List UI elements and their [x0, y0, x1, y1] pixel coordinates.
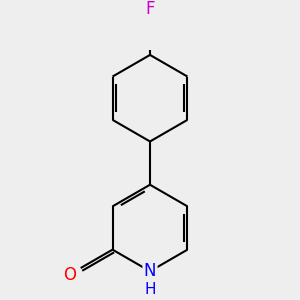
Text: F: F — [145, 0, 155, 18]
Text: O: O — [63, 266, 76, 284]
Text: H: H — [144, 282, 156, 297]
Text: N: N — [144, 262, 156, 280]
